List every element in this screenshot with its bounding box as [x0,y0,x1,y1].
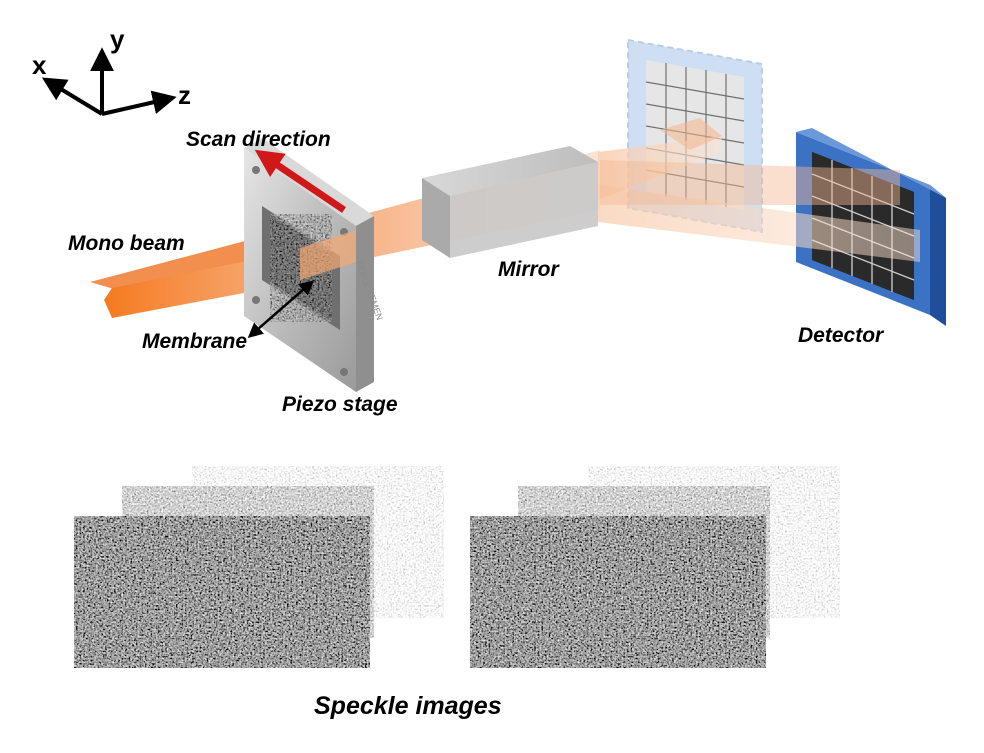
reflected-beam-ghost [660,118,722,150]
axis-z-label: z [178,80,191,110]
mirror-label: Mirror [498,258,559,281]
membrane-arrow-icon [247,280,315,338]
scan-arrow-icon [254,149,346,213]
detector-label: Detector [798,324,884,347]
mono-beam-label: Mono beam [68,232,185,255]
membrane-label: Membrane [142,330,248,353]
speckle-stack-left [74,466,444,668]
piezo-stage-label: Piezo stage [282,393,398,416]
reflected-beam [598,136,722,200]
axis-x-label: x [32,50,47,80]
scan-direction-label: Scan direction [186,128,331,151]
axis-y-label: y [110,24,125,54]
speckle-stack-right [470,466,840,668]
mirror [422,146,598,258]
speckle-images-label: Speckle images [314,692,502,720]
beam-exit [300,230,356,280]
transmitted-beam [598,185,920,262]
xyz-axes-icon [41,47,177,116]
detector [796,128,946,326]
direct-beam [600,160,900,205]
